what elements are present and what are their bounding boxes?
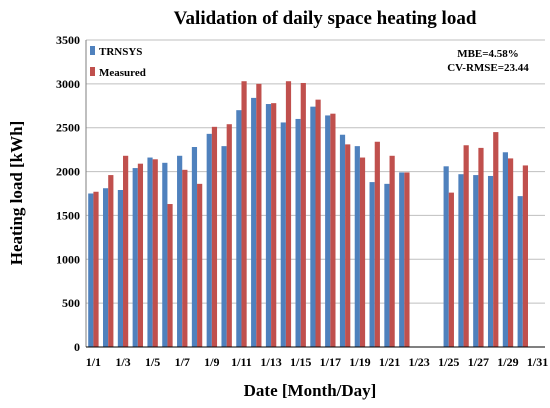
bar-measured-1-27 (478, 147, 484, 347)
bar-measured-1-18 (345, 144, 351, 347)
legend-label-trnsys: TRNSYS (99, 46, 142, 58)
x-tick-label: 1/5 (145, 355, 160, 369)
bar-measured-1-28 (493, 132, 499, 347)
bar-trnsys-1-28 (487, 175, 494, 347)
y-tick-label: 3500 (56, 33, 80, 47)
mbe-annotation: MBE=4.58% (457, 48, 519, 60)
bar-measured-1-21 (389, 155, 395, 347)
chart-title: Validation of daily space heating load (174, 8, 477, 29)
bar-measured-1-25 (448, 192, 454, 347)
bar-measured-1-10 (226, 124, 232, 347)
x-tick-label: 1/9 (204, 355, 219, 369)
bar-trnsys-1-7 (177, 155, 183, 347)
bar-trnsys-1-19 (354, 146, 360, 347)
bar-measured-1-1 (93, 191, 99, 347)
x-tick-label: 1/23 (408, 355, 429, 369)
x-tick-label: 1/13 (260, 355, 281, 369)
bar-measured-1-19 (359, 157, 366, 347)
x-tick-label: 1/3 (115, 355, 130, 369)
bar-measured-1-29 (507, 158, 514, 347)
y-tick-label: 1500 (56, 208, 80, 222)
x-tick-label: 1/27 (468, 355, 489, 369)
x-tick-label: 1/31 (527, 355, 548, 369)
bar-measured-1-15 (300, 82, 306, 347)
bars (88, 81, 528, 348)
bar-trnsys-1-6 (162, 162, 168, 347)
bar-trnsys-1-26 (458, 174, 464, 347)
bar-trnsys-1-10 (221, 146, 227, 347)
bar-trnsys-1-1 (88, 193, 94, 347)
bar-trnsys-1-17 (325, 115, 331, 347)
y-tick-label: 3000 (56, 77, 80, 91)
axes (85, 40, 545, 348)
bar-trnsys-1-5 (147, 157, 153, 347)
bar-measured-1-8 (197, 183, 203, 347)
bar-measured-1-7 (182, 169, 188, 347)
bar-measured-1-14 (285, 81, 292, 348)
x-tick-label: 1/21 (379, 355, 400, 369)
bar-trnsys-1-27 (473, 175, 479, 347)
y-tick-label: 2000 (56, 165, 80, 179)
bar-trnsys-1-2 (103, 188, 109, 347)
bar-measured-1-9 (211, 126, 218, 347)
bar-trnsys-1-9 (206, 133, 212, 347)
bar-measured-1-4 (137, 163, 144, 347)
bar-measured-1-13 (271, 103, 277, 347)
bar-trnsys-1-18 (339, 134, 346, 347)
y-tick-labels: 0 500 1000 1500 2000 2500 3000 3500 (56, 33, 80, 354)
y-axis-label: Heating load [kWh] (7, 121, 26, 266)
bar-measured-1-12 (256, 83, 262, 347)
bar-trnsys-1-30 (517, 196, 523, 347)
x-tick-label: 1/25 (438, 355, 459, 369)
x-tick-label: 1/29 (497, 355, 518, 369)
x-tick-label: 1/17 (320, 355, 341, 369)
bar-trnsys-1-14 (280, 122, 286, 347)
legend-swatch-trnsys (90, 46, 95, 55)
bar-measured-1-16 (315, 99, 321, 347)
bar-measured-1-20 (374, 141, 380, 347)
x-tick-labels: 1/1 1/3 1/5 1/7 1/9 1/11 1/13 1/15 1/17 1/19 1/21 1… (86, 355, 549, 369)
bar-trnsys-1-11 (236, 110, 242, 348)
cv-rmse-annotation: CV-RMSE=23.44 (447, 62, 529, 74)
x-axis-label: Date [Month/Day] (244, 381, 377, 400)
y-tick-label: 0 (74, 340, 80, 354)
bar-trnsys-1-15 (295, 118, 301, 347)
bar-measured-1-2 (108, 175, 114, 347)
bar-measured-1-26 (463, 145, 469, 347)
bar-trnsys-1-13 (265, 104, 272, 347)
bar-measured-1-11 (241, 81, 247, 348)
bar-trnsys-1-29 (502, 152, 508, 347)
bar-measured-1-3 (123, 155, 129, 347)
bar-trnsys-1-12 (251, 97, 257, 348)
bar-measured-1-17 (330, 113, 336, 348)
x-tick-label: 1/7 (175, 355, 190, 369)
bar-trnsys-1-20 (369, 182, 375, 347)
bar-trnsys-1-16 (310, 106, 316, 347)
y-tick-label: 2500 (56, 121, 80, 135)
legend: TRNSYS Measured (90, 46, 146, 79)
bar-measured-1-6 (167, 204, 173, 347)
y-tick-label: 500 (62, 296, 80, 310)
x-tick-label: 1/11 (231, 355, 252, 369)
bar-trnsys-1-8 (191, 147, 198, 347)
y-tick-label: 1000 (56, 252, 80, 266)
x-tick-label: 1/19 (349, 355, 370, 369)
bar-trnsys-1-25 (443, 166, 449, 347)
bar-trnsys-1-22 (399, 172, 405, 347)
x-tick-label: 1/1 (86, 355, 101, 369)
bar-trnsys-1-3 (117, 189, 124, 347)
bar-measured-1-22 (404, 172, 410, 347)
bar-trnsys-1-21 (384, 183, 390, 347)
bar-trnsys-1-4 (132, 168, 138, 347)
bar-measured-1-5 (152, 159, 158, 347)
legend-label-measured: Measured (99, 67, 146, 79)
bar-measured-1-30 (522, 165, 528, 347)
x-tick-label: 1/15 (290, 355, 311, 369)
legend-swatch-measured (90, 67, 95, 76)
